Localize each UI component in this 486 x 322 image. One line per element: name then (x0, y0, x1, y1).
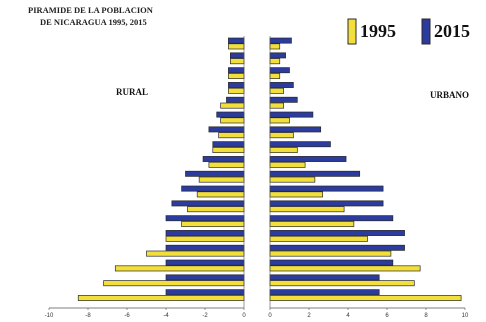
bar-urbano-2015 (269, 185, 384, 192)
bar-urbano-1995 (269, 117, 290, 124)
bar-rural-2015 (165, 274, 245, 281)
bar-rural-2015 (165, 215, 245, 222)
bar-urbano-2015 (269, 52, 286, 59)
bar-rural-2015 (228, 67, 245, 74)
bar-urbano-1995 (269, 221, 355, 227)
chart-title-line-1: PIRAMIDE DE LA POBLACION (28, 5, 154, 15)
bar-rural-1995 (198, 176, 245, 183)
bar-urbano-2015 (269, 259, 394, 266)
bar-urbano-1995 (269, 87, 284, 94)
legend-swatch-1995 (347, 18, 357, 45)
tick-label-left: 0 (242, 313, 246, 319)
bar-rural-1995 (220, 102, 245, 109)
bar-rural-1995 (146, 250, 245, 257)
bar-rural-2015 (230, 52, 245, 59)
bar-urbano-2015 (269, 289, 380, 296)
side-label-urbano: URBANO (430, 90, 469, 100)
tick-label-right: 2 (307, 313, 311, 319)
bar-urbano-2015 (269, 156, 347, 162)
tick-label-right: 0 (268, 313, 272, 319)
bar-urbano-2015 (269, 200, 384, 207)
bar-urbano-2015 (269, 126, 322, 133)
bar-rural-1995 (230, 58, 245, 65)
bar-rural-2015 (228, 37, 245, 44)
legend-label-1995: 1995 (360, 21, 396, 41)
bar-urbano-1995 (269, 147, 298, 153)
bar-rural-2015 (185, 170, 245, 177)
bar-rural-1995 (208, 161, 245, 168)
bar-rural-2015 (165, 230, 245, 236)
side-label-rural: RURAL (116, 87, 148, 97)
bar-rural-1995 (218, 132, 245, 139)
bar-urbano-2015 (269, 244, 405, 251)
bar-rural-1995 (220, 117, 245, 124)
bar-urbano-1995 (269, 58, 281, 65)
tick-label-right: 4 (346, 313, 350, 319)
bar-urbano-2015 (269, 170, 361, 177)
bar-urbano-1995 (269, 206, 345, 213)
bar-rural-1995 (196, 191, 245, 198)
bar-rural-1995 (228, 43, 245, 50)
bar-urbano-1995 (269, 265, 421, 272)
bar-rural-2015 (216, 111, 245, 118)
bar-urbano-1995 (269, 132, 294, 139)
bar-urbano-2015 (269, 230, 405, 236)
bar-urbano-2015 (269, 274, 380, 281)
bar-urbano-1995 (269, 191, 324, 198)
legend-swatch-2015 (421, 18, 431, 45)
bar-urbano-1995 (269, 250, 392, 257)
bar-urbano-2015 (269, 215, 394, 222)
bar-urbano-1995 (269, 176, 316, 183)
bar-rural-2015 (202, 156, 245, 162)
bar-rural-1995 (103, 280, 245, 287)
bar-urbano-2015 (269, 96, 298, 103)
bar-rural-1995 (187, 206, 245, 213)
bar-rural-1995 (228, 73, 245, 79)
bar-rural-2015 (226, 96, 245, 103)
bar-urbano-2015 (269, 37, 292, 44)
tick-label-left: -4 (163, 313, 169, 319)
bar-urbano-1995 (269, 102, 284, 109)
bar-urbano-1995 (269, 295, 462, 301)
tick-label-left: -6 (124, 313, 130, 319)
tick-label-left: -8 (85, 313, 91, 319)
bar-rural-2015 (165, 259, 245, 266)
chart-legend: 1995 2015 (347, 18, 470, 45)
bar-urbano-2015 (269, 111, 314, 118)
bar-urbano-1995 (269, 280, 415, 287)
bar-rural-2015 (165, 244, 245, 251)
bar-urbano-2015 (269, 141, 331, 148)
bar-rural-2015 (165, 289, 245, 296)
bar-rural-1995 (212, 147, 245, 153)
bar-rural-1995 (77, 295, 245, 301)
bar-rural-2015 (181, 185, 245, 192)
bar-rural-1995 (228, 87, 245, 94)
bar-rural-2015 (212, 141, 245, 148)
bar-urbano-1995 (269, 235, 368, 242)
legend-label-2015: 2015 (434, 21, 470, 41)
tick-label-right: 8 (424, 313, 428, 319)
chart-bars (77, 37, 462, 301)
bar-rural-1995 (181, 221, 245, 227)
tick-label-right: 6 (385, 313, 389, 319)
bar-rural-1995 (114, 265, 245, 272)
chart-axes: -10 -8 -6 -4 -2 0 0 2 4 6 8 10 (45, 36, 469, 319)
tick-label-right: 10 (462, 313, 469, 319)
bar-rural-2015 (208, 126, 245, 133)
bar-rural-1995 (165, 235, 245, 242)
bar-urbano-1995 (269, 43, 281, 50)
bar-urbano-1995 (269, 161, 306, 168)
bar-urbano-2015 (269, 82, 294, 88)
bar-rural-2015 (228, 82, 245, 88)
chart-title-line-2: DE NICARAGUA 1995, 2015 (40, 17, 147, 27)
tick-label-left: -10 (45, 313, 54, 319)
chart-title: PIRAMIDE DE LA POBLACION DE NICARAGUA 19… (28, 5, 154, 27)
tick-label-left: -2 (202, 313, 208, 319)
bar-urbano-2015 (269, 67, 290, 74)
bar-rural-2015 (171, 200, 245, 207)
bar-urbano-1995 (269, 73, 281, 79)
